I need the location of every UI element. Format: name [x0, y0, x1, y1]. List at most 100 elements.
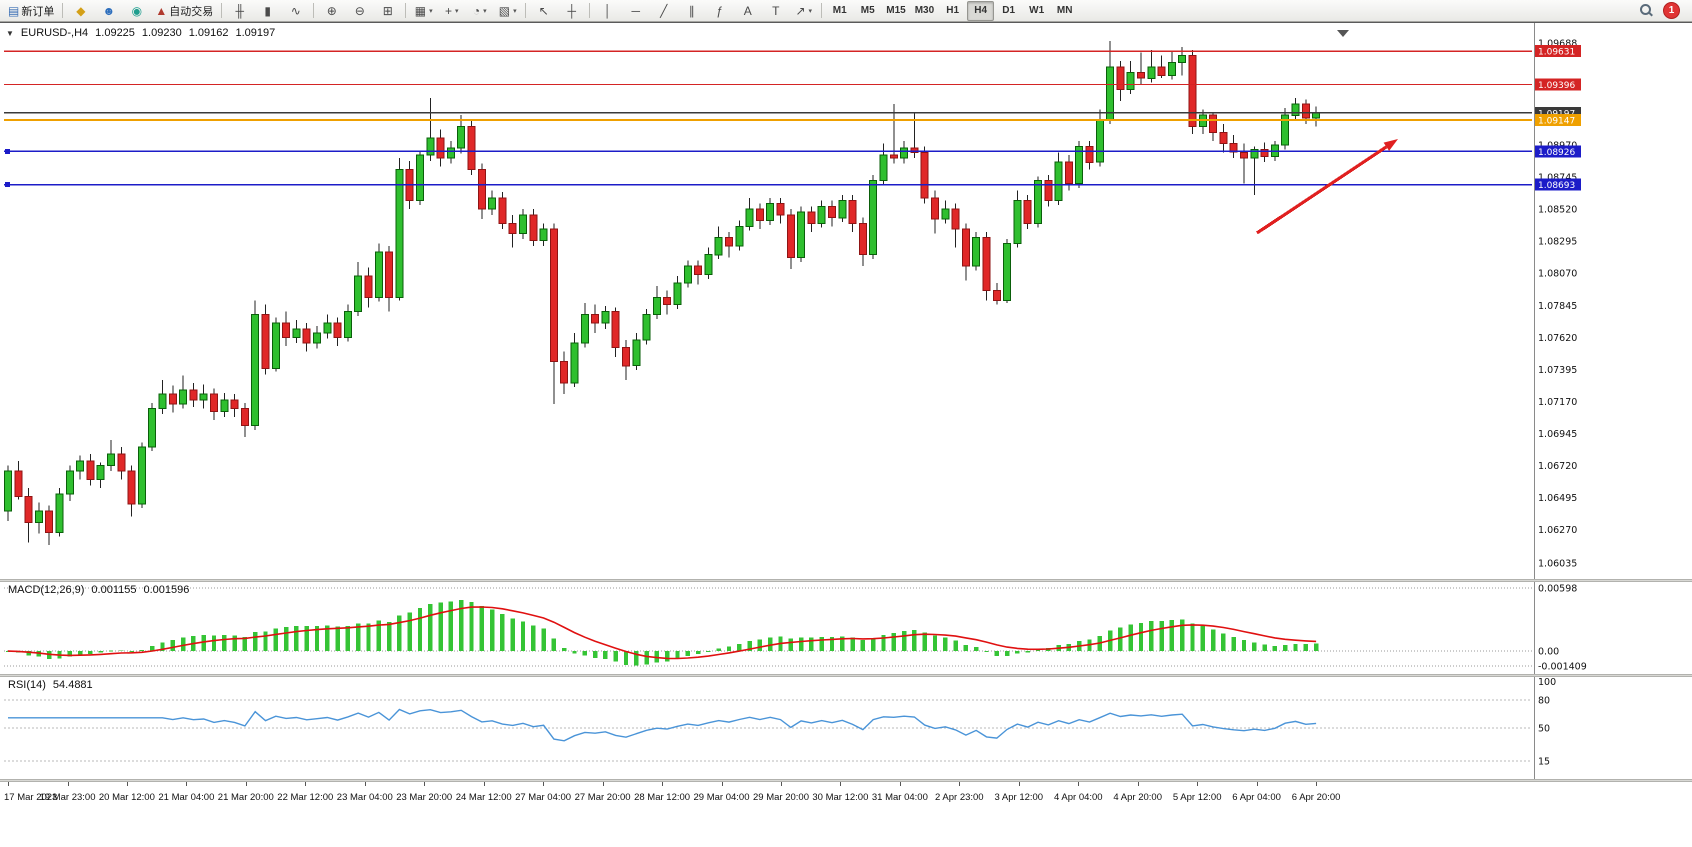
notification-badge[interactable]: 1 — [1663, 2, 1680, 19]
zoom-in-button[interactable]: ⊕ — [318, 1, 345, 21]
arrow-objects-button[interactable]: ↗ ▾ — [790, 1, 817, 21]
time-axis-label: 4 Apr 20:00 — [1113, 792, 1162, 803]
macd-bar — [953, 640, 958, 652]
period-button-H1[interactable]: H1 — [939, 1, 966, 21]
macd-bar — [273, 628, 278, 652]
candle — [426, 98, 435, 161]
text-label-button[interactable]: T — [762, 1, 789, 21]
bar-chart-button[interactable]: ╫ — [226, 1, 253, 21]
panel-splitter[interactable] — [0, 674, 1692, 677]
chart-shift-marker[interactable] — [1337, 30, 1349, 37]
cursor-button[interactable]: ↖ — [530, 1, 557, 21]
equidistant-channel-button[interactable]: ∥ — [678, 1, 705, 21]
macd-bar — [397, 615, 402, 652]
support-button[interactable]: ◉ — [123, 1, 150, 21]
line-handle[interactable] — [5, 182, 10, 188]
period-button-D1[interactable]: D1 — [995, 1, 1022, 21]
toolbar-separator — [525, 3, 527, 18]
macd-bar — [706, 651, 711, 652]
candle — [1157, 55, 1166, 79]
button-label: M15 — [886, 5, 906, 16]
macd-bar — [108, 650, 114, 652]
candle — [1085, 140, 1094, 170]
time-axis[interactable]: 17 Mar 2023 19 Mar 23:00 20 Mar 12:00 21 Ma… — [0, 782, 1692, 812]
vertical-line-button[interactable]: │ — [594, 1, 621, 21]
macd-bar — [1190, 623, 1195, 652]
time-tick — [186, 782, 188, 786]
templates-button[interactable]: ▧ ▾ — [494, 1, 521, 21]
macd-bar — [1149, 621, 1154, 652]
button-label: H4 — [974, 5, 988, 16]
candle — [137, 442, 146, 509]
candle — [416, 150, 424, 205]
macd-chart-canvas[interactable]: 0.00598 0.00 -0.001409 — [0, 582, 1692, 674]
macd-bar — [1180, 619, 1185, 652]
collapse-icon[interactable]: ▼ — [6, 28, 14, 38]
panel-splitter[interactable] — [0, 779, 1692, 782]
fibonacci-button[interactable]: ƒ — [706, 1, 733, 21]
candle — [374, 243, 383, 302]
macd-bar — [932, 635, 938, 652]
period-button-M5[interactable]: M5 — [854, 1, 881, 21]
time-axis-label: 29 Mar 04:00 — [693, 792, 750, 803]
macd-bar — [1262, 644, 1267, 652]
button-label: H1 — [946, 5, 960, 16]
candle — [591, 304, 600, 333]
candle — [745, 197, 754, 231]
macd-axis-label: -0.001409 — [1538, 662, 1587, 673]
period-button-H4[interactable]: H4 — [967, 0, 995, 21]
period-button-MN[interactable]: MN — [1051, 1, 1078, 21]
svg-text:1.08926: 1.08926 — [1538, 148, 1575, 158]
time-axis-label: 3 Apr 12:00 — [994, 792, 1044, 803]
candle — [199, 384, 208, 409]
macd-bar — [1231, 636, 1236, 652]
macd-bar — [88, 651, 93, 654]
macd-bar — [798, 637, 804, 652]
macd-bar — [356, 623, 361, 652]
macd-bar — [1118, 627, 1123, 652]
trend-arrow-annotation[interactable] — [1256, 139, 1398, 235]
price-axis-label: 1.08520 — [1538, 205, 1577, 216]
period-button-W1[interactable]: W1 — [1023, 1, 1050, 21]
chevron-down-icon: ▾ — [429, 7, 433, 15]
line-handle[interactable] — [5, 148, 10, 154]
indicators-button[interactable]: + ▾ — [438, 1, 465, 21]
candle — [611, 307, 620, 358]
time-axis-label: 17 Mar 2023 — [4, 792, 58, 803]
new-order-button[interactable]: ▤ 新订单 — [4, 1, 58, 21]
text-button[interactable]: A — [734, 1, 761, 21]
period-button-M30[interactable]: M30 — [911, 1, 938, 21]
tile-windows-button[interactable]: ⊞ — [374, 1, 401, 21]
new-chart-button[interactable]: ▦ ▾ — [410, 1, 437, 21]
trendline-button[interactable]: ╱ — [650, 1, 677, 21]
time-tick — [1197, 782, 1199, 786]
candlestick-chart-button[interactable]: ▮ — [254, 1, 281, 21]
period-button-M1[interactable]: M1 — [826, 1, 853, 21]
candle — [1209, 112, 1218, 141]
line-chart-button[interactable]: ∿ — [282, 1, 309, 21]
macd-bar — [675, 651, 680, 659]
crosshair-button[interactable]: ┼ — [558, 1, 585, 21]
macd-bar — [376, 620, 381, 652]
time-axis-label: 2 Apr 23:00 — [934, 792, 984, 803]
periods-button[interactable]: ◔ ▾ — [466, 1, 493, 21]
time-axis-label: 6 Apr 04:00 — [1232, 792, 1281, 803]
rsi-chart-canvas[interactable]: 100 80 50 15 — [0, 677, 1692, 779]
macd-bar — [459, 600, 464, 652]
panel-splitter[interactable] — [0, 579, 1692, 582]
metaeditor-button[interactable]: ◆ — [67, 1, 94, 21]
period-button-M15[interactable]: M15 — [882, 1, 909, 21]
time-tick — [8, 782, 9, 786]
search-icon[interactable] — [1640, 4, 1653, 17]
macd-bar — [1210, 629, 1216, 652]
candle — [807, 206, 816, 232]
rsi-axis-label: 100 — [1538, 677, 1556, 688]
horizontal-line-button[interactable]: ─ — [622, 1, 649, 21]
community-button[interactable]: ☻ — [95, 1, 122, 21]
rsi-line — [8, 708, 1317, 742]
price-chart-canvas[interactable]: 1.096881.089701.087451.085201.082951.080… — [0, 23, 1692, 579]
candle — [1075, 140, 1084, 188]
autotrading-button[interactable]: ▲ 自动交易 — [151, 1, 217, 21]
candle — [735, 220, 744, 251]
zoom-out-button[interactable]: ⊖ — [346, 1, 373, 21]
